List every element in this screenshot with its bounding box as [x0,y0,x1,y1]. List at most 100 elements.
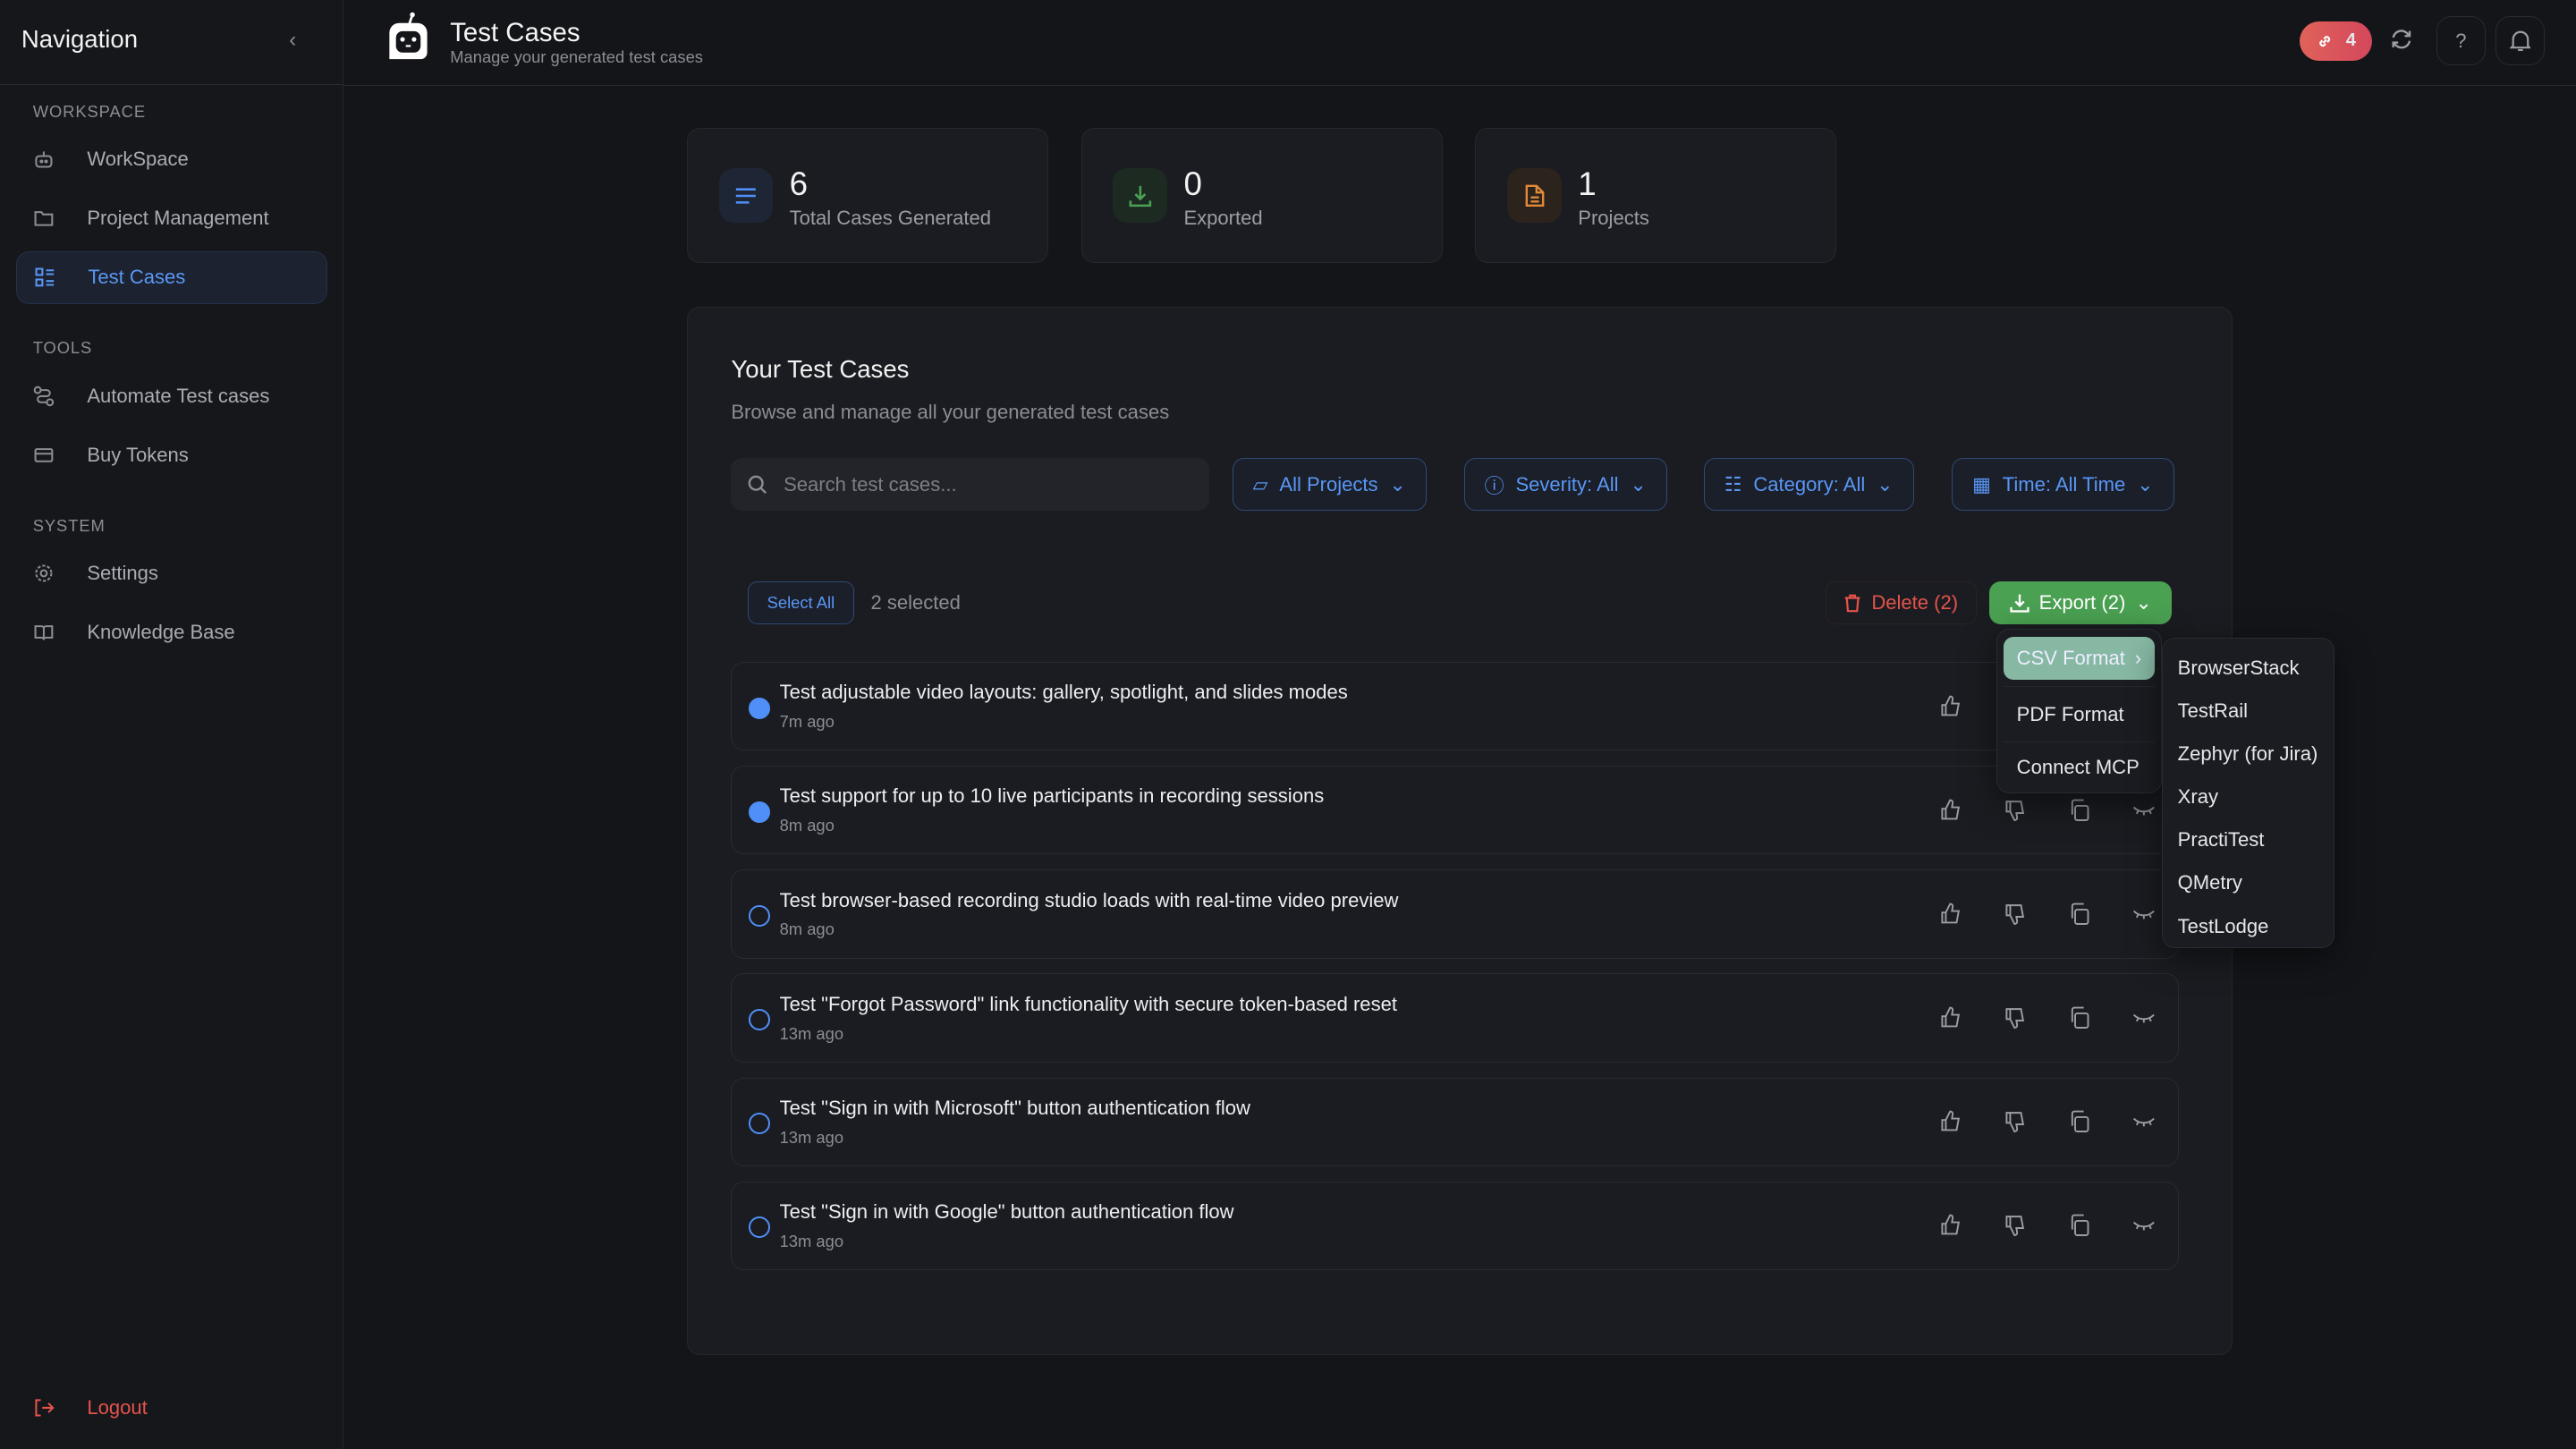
sidebar-item-workspace[interactable]: WorkSpace [16,133,326,186]
row-actions [1937,1108,2157,1136]
test-case-row[interactable]: Test browser-based recording studio load… [731,869,2179,959]
delete-button[interactable]: Delete (2) [1825,581,1977,624]
test-case-row[interactable]: Test "Sign in with Google" button authen… [731,1181,2179,1270]
eye-closed-icon[interactable] [2130,1212,2157,1240]
menu-item-csv[interactable]: CSV Format › [2003,636,2155,680]
page-title: Test Cases [450,18,580,48]
bell-icon [2509,30,2531,53]
chevron-down-icon: ⌄ [2135,591,2152,614]
sidebar-item-automate[interactable]: Automate Test cases [16,369,326,422]
book-icon [33,622,55,643]
sidebar-item-knowledge-base[interactable]: Knowledge Base [16,606,326,659]
test-case-time: 13m ago [779,1231,844,1250]
submenu-item[interactable]: TestLodge [2177,914,2269,937]
copy-icon[interactable] [2066,900,2094,928]
eye-closed-icon[interactable] [2130,900,2157,928]
thumbs-up-icon[interactable] [1937,796,1965,824]
select-all-button[interactable]: Select All [747,581,855,624]
copy-icon[interactable] [2066,1108,2094,1136]
collapse-sidebar-icon[interactable]: ‹ [289,28,297,53]
csv-submenu: BrowserStack TestRail Zephyr (for Jira) Xra… [2162,637,2334,948]
help-icon: ? [2455,29,2467,52]
sidebar-item-label: Knowledge Base [87,621,235,644]
sidebar-item-settings[interactable]: Settings [16,547,326,600]
thumbs-down-icon[interactable] [2002,1108,2029,1136]
filter-projects[interactable]: ▱ All Projects ⌄ [1232,458,1427,512]
stat-value: 0 [1183,165,1202,202]
thumbs-up-icon[interactable] [1937,1212,1965,1240]
row-checkbox[interactable] [748,1009,770,1030]
link-count-badge[interactable]: 4 [2300,21,2373,61]
filter-time[interactable]: ▦ Time: All Time ⌄ [1952,458,2174,512]
row-actions [1937,1004,2157,1031]
thumbs-up-icon[interactable] [1937,1004,1965,1031]
test-case-time: 13m ago [779,1127,844,1147]
test-case-time: 8m ago [779,919,835,939]
row-checkbox[interactable] [748,904,770,927]
sidebar-item-label: Test Cases [88,266,186,289]
document-icon [1507,168,1562,223]
row-checkbox[interactable] [748,1216,770,1239]
test-case-time: 7m ago [779,712,835,732]
divider [0,83,343,85]
refresh-icon[interactable] [2390,28,2413,51]
row-checkbox[interactable] [748,801,770,823]
panel-subtitle: Browse and manage all your generated tes… [731,401,1170,424]
filter-severity[interactable]: ⓘ Severity: All ⌄ [1463,458,1667,512]
copy-icon[interactable] [2066,1004,2094,1031]
logout-button[interactable]: Logout [16,1382,326,1435]
submenu-item[interactable]: PractiTest [2177,828,2265,852]
copy-icon[interactable] [2066,796,2094,824]
stat-label: Projects [1578,206,1649,229]
thumbs-down-icon[interactable] [2002,1212,2029,1240]
thumbs-up-icon[interactable] [1937,1108,1965,1136]
section-system: SYSTEM [32,515,106,535]
folder-icon: ▱ [1252,472,1268,496]
chevron-right-icon: › [2134,646,2142,669]
test-case-title: Test "Sign in with Microsoft" button aut… [779,1096,1250,1119]
list-lines-icon [718,168,774,223]
download-icon [1113,168,1168,223]
thumbs-down-icon[interactable] [2002,900,2029,928]
test-case-row[interactable]: Test adjustable video layouts: gallery, … [731,662,2179,751]
help-button[interactable]: ? [2436,16,2486,66]
thumbs-up-icon[interactable] [1937,692,1965,720]
link-count: 4 [2345,30,2356,51]
eye-closed-icon[interactable] [2130,1004,2157,1031]
test-case-time: 13m ago [779,1023,844,1043]
notifications-button[interactable] [2496,16,2546,66]
download-icon [2009,593,2029,613]
filter-category[interactable]: ☷ Category: All ⌄ [1703,458,1914,512]
test-case-row[interactable]: Test support for up to 10 live participa… [731,766,2179,855]
menu-item-mcp[interactable]: Connect MCP [2003,741,2155,792]
row-checkbox[interactable] [748,697,770,719]
test-case-row[interactable]: Test "Sign in with Microsoft" button aut… [731,1077,2179,1166]
sidebar-item-buy-tokens[interactable]: Buy Tokens [16,428,326,481]
row-actions [1937,900,2157,928]
top-bar: Test Cases Manage your generated test ca… [343,0,2576,86]
thumbs-up-icon[interactable] [1937,900,1965,928]
search-input[interactable]: Search test cases... [731,458,1209,512]
sidebar-item-test-cases[interactable]: Test Cases [16,251,327,304]
robot-logo-icon [383,10,432,69]
eye-closed-icon[interactable] [2130,796,2157,824]
test-case-title: Test adjustable video layouts: gallery, … [779,681,1348,704]
sidebar-item-project-management[interactable]: Project Management [16,192,326,245]
export-button[interactable]: Export (2) ⌄ [1989,581,2173,624]
submenu-item[interactable]: QMetry [2177,871,2242,894]
row-checkbox[interactable] [748,1113,770,1134]
eye-closed-icon[interactable] [2130,1108,2157,1136]
submenu-item[interactable]: BrowserStack [2177,656,2300,679]
test-case-row[interactable]: Test "Forgot Password" link functionalit… [731,973,2179,1063]
submenu-item[interactable]: Xray [2177,785,2218,809]
stat-projects: 1 Projects [1475,128,1837,263]
submenu-item[interactable]: TestRail [2177,699,2249,722]
chevron-down-icon: ⌄ [1877,472,1894,496]
thumbs-down-icon[interactable] [2002,796,2029,824]
list-icon [34,267,55,288]
copy-icon[interactable] [2066,1212,2094,1240]
search-icon [748,475,767,495]
submenu-item[interactable]: Zephyr (for Jira) [2177,742,2318,766]
menu-item-pdf[interactable]: PDF Format [2003,685,2155,741]
thumbs-down-icon[interactable] [2002,1004,2029,1031]
